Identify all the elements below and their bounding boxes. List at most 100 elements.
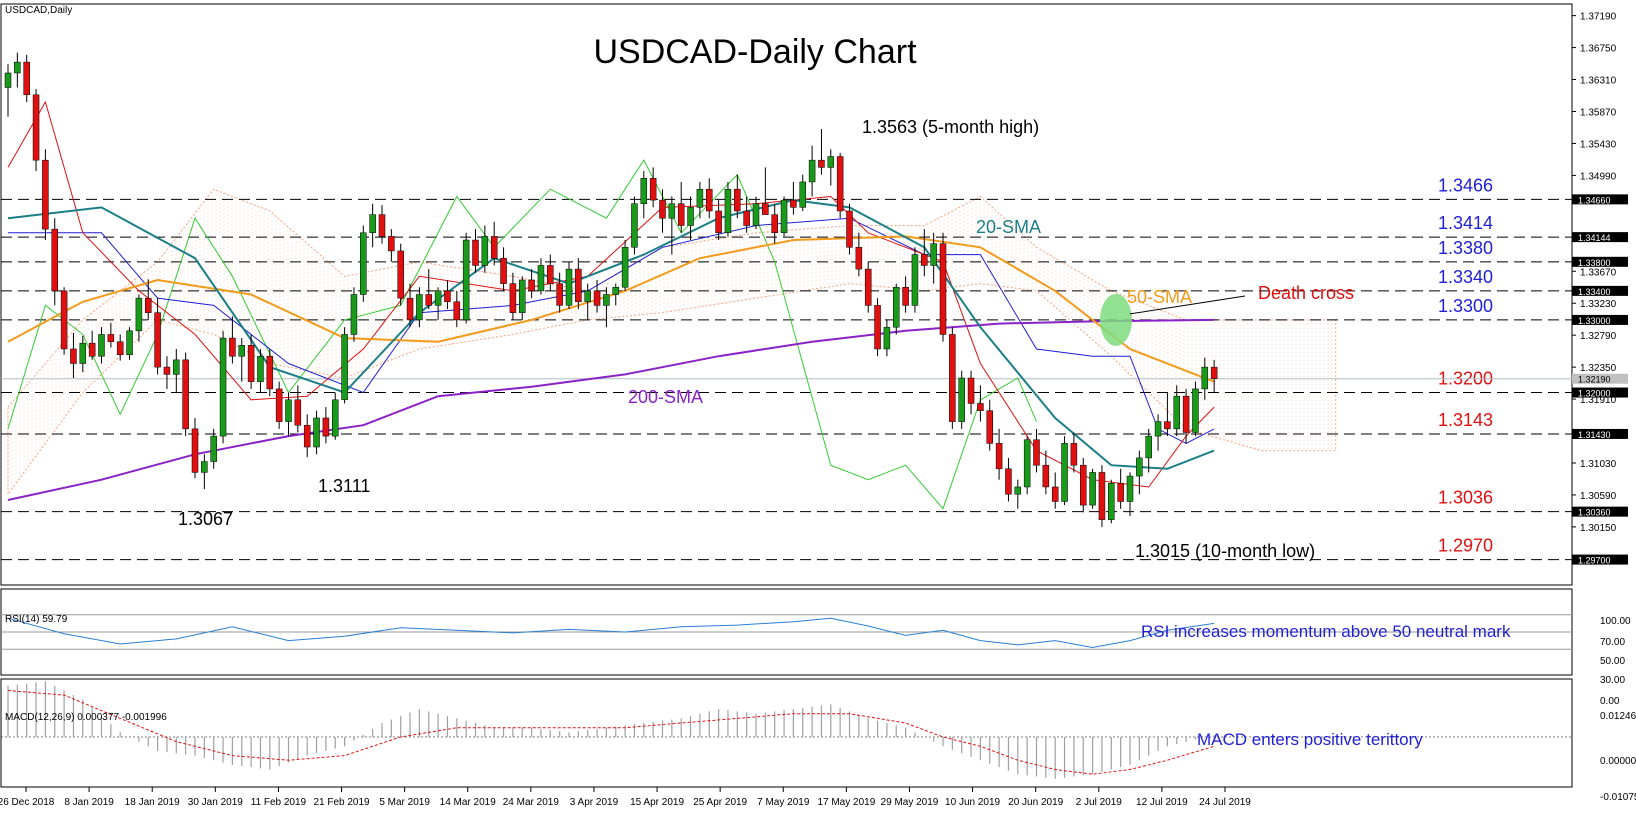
x-axis-date-label: 5 Mar 2019 [379,797,430,808]
candle-bullish [1154,421,1162,437]
candle-bullish [883,326,891,350]
candle-bearish [902,286,909,306]
candle-bullish [462,239,470,321]
candle-bearish [51,228,58,292]
candle-bullish [603,294,610,306]
rsi-tick-30: 30.00 [1600,675,1625,686]
price-panel: 1.37190 1.36750 1.36310 1.35870 1.35430 1.349… [0,3,1628,586]
candle-bearish [378,214,386,237]
candle-bearish [388,236,395,252]
level-price-tag-text: 1.34660 [1578,195,1611,205]
candle-bullish [481,236,489,266]
ichimoku-cloud [7,188,1337,496]
candle-bullish [780,199,788,234]
candle-bearish [967,377,975,404]
candle-bearish [677,203,685,226]
macd-panel [0,678,1573,788]
candle-bullish [135,297,143,332]
macd-tick-max: 0.012461 [1600,711,1636,722]
x-axis-date-label: 14 Mar 2019 [440,797,497,808]
candle-bullish [537,265,545,292]
x-axis-date-label: 30 Jan 2019 [188,797,243,808]
candle-bullish [1136,457,1143,477]
candle-bullish [799,181,806,208]
level-price-tag [1572,506,1628,517]
candle-bearish [1042,464,1050,488]
candle-bearish [275,388,283,422]
candle-bullish [416,294,423,321]
level-price-tag-text: 1.33000 [1578,316,1611,326]
candle-bullish [1173,395,1180,430]
candle-bearish [145,297,152,313]
annotation-5-month-high: 1.3563 (5-month high) [862,117,1039,137]
price-axis-label: 1.33670 [1580,267,1617,278]
price-axis-label: 1.32350 [1580,363,1617,374]
level-label: 1.2970 [1438,536,1493,556]
candle-bearish [1080,464,1087,506]
level-price-tag [1572,285,1628,296]
candle-bullish [369,214,376,234]
candle-bullish [14,61,21,74]
level-label: 1.3036 [1438,488,1493,508]
candle-bearish [32,94,40,161]
x-axis-date-label: 29 May 2019 [881,797,939,808]
level-price-tag-text: 1.29700 [1578,556,1611,566]
candle-bearish [163,366,171,375]
macd-panel-frame [0,678,1573,788]
rsi-tick-100: 100.00 [1600,616,1631,627]
candle-bullish [565,268,573,306]
candle-bearish [790,199,797,208]
candle-bullish [434,290,442,306]
x-axis-date-label: 18 Jan 2019 [125,797,180,808]
label-death-cross: Death cross [1258,283,1354,303]
candle-bearish [743,210,750,226]
price-axis-label: 1.36750 [1580,44,1617,55]
x-axis-date-label: 24 Mar 2019 [503,797,560,808]
candle-bullish [519,279,526,313]
level-price-tag [1572,428,1628,439]
x-axis-date-label: 12 Jul 2019 [1136,797,1188,808]
level-label: 1.3143 [1438,410,1493,430]
candle-bearish [509,283,517,313]
candle-bearish [23,61,30,96]
level-price-tag-text: 1.30360 [1578,508,1611,518]
level-price-tag [1572,194,1628,205]
candle-bullish [696,188,704,208]
candle-bullish [631,203,638,248]
label-200-sma: 200-SMA [628,387,703,407]
current-price-tag [1572,373,1628,384]
x-axis-date-label: 21 Feb 2019 [313,797,370,808]
macd-tick-min: -0.010751 [1600,792,1636,803]
price-axis-label: 1.30590 [1580,491,1617,502]
candle-bullish [621,247,629,288]
level-label: 1.3414 [1438,213,1493,233]
candle-bearish [500,257,507,284]
price-axis-label: 1.35430 [1580,139,1617,150]
candle-bearish [949,334,956,422]
candle-bullish [79,342,87,364]
candle-bullish [958,377,965,422]
candle-bearish [986,410,993,444]
candle-bearish [154,312,161,368]
candle-bearish [1164,421,1171,430]
candle-bearish [547,265,554,284]
rsi-tick-0: 0.00 [1600,696,1620,707]
candle-bearish [1033,439,1040,466]
current-price-tag-text: 1.32190 [1578,375,1611,385]
candle-bearish [444,290,451,303]
candle-bearish [425,294,432,306]
candle-bullish [612,286,619,295]
annotation-low-1-3111: 1.3111 [318,476,370,496]
candle-bearish [182,359,189,430]
rsi-panel [0,588,1573,676]
candle-bullish [1108,483,1115,520]
candle-bullish [687,207,694,226]
level-label: 1.3466 [1438,175,1493,195]
candle-bullish [126,330,133,356]
macd-signal-line [7,690,1215,775]
price-axis-label: 1.32790 [1580,331,1617,342]
candle-bearish [294,399,302,426]
candle-bullish [1192,388,1199,433]
